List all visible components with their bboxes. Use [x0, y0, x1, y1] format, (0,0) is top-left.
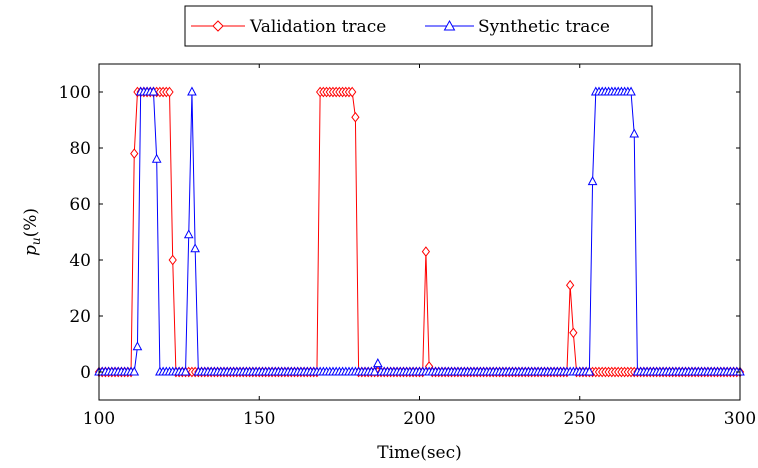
y-tick-label: 0	[80, 363, 91, 383]
legend-box	[184, 5, 653, 47]
data-point	[587, 176, 598, 186]
series-layer	[94, 86, 745, 378]
data-point	[348, 86, 357, 98]
y-axis-title-sub: u	[29, 237, 43, 245]
data-point	[373, 358, 383, 368]
legend-label-validation: Validation trace	[249, 17, 386, 37]
data-point	[626, 86, 636, 96]
data-point	[569, 327, 578, 339]
y-tick-label: 100	[59, 83, 91, 103]
tick-layer: 100 150 200 250 300 0 20 40 60 80 100	[59, 64, 756, 429]
legend: Validation trace Synthetic trace	[184, 5, 653, 47]
data-point	[421, 246, 431, 257]
data-point	[132, 341, 143, 351]
triangle-marker-icon	[443, 19, 456, 31]
y-axis-title: pu(%)	[21, 208, 43, 256]
data-point	[566, 279, 575, 291]
data-point	[148, 86, 159, 96]
x-tick-label: 300	[724, 409, 756, 429]
y-tick-label: 80	[69, 139, 91, 159]
data-point	[168, 254, 177, 266]
x-tick-label: 250	[564, 409, 596, 429]
data-point	[584, 366, 595, 376]
data-point	[190, 243, 200, 253]
data-point	[151, 153, 162, 163]
y-axis-title-suffix: (%)	[21, 208, 41, 237]
y-tick-label: 60	[69, 195, 91, 215]
diamond-marker-icon	[212, 20, 224, 32]
series-line-synthetic-trace	[99, 91, 740, 373]
x-tick-label: 150	[243, 409, 275, 429]
x-tick-label: 200	[403, 409, 435, 429]
x-axis-title: Time(sec)	[377, 443, 462, 463]
x-tick-label: 100	[83, 409, 115, 429]
data-point	[129, 366, 140, 376]
y-tick-label: 40	[69, 251, 91, 271]
legend-label-synthetic: Synthetic trace	[478, 17, 610, 37]
data-point	[180, 366, 191, 376]
data-point	[183, 229, 194, 239]
data-point	[165, 86, 174, 98]
series-synthetic-trace	[94, 86, 745, 376]
y-tick-label: 20	[69, 307, 91, 327]
data-point	[369, 366, 380, 376]
data-point	[130, 148, 139, 159]
data-point	[629, 128, 640, 138]
data-point	[187, 86, 197, 96]
y-axis-title-main: p	[21, 245, 41, 256]
data-point	[351, 111, 360, 123]
